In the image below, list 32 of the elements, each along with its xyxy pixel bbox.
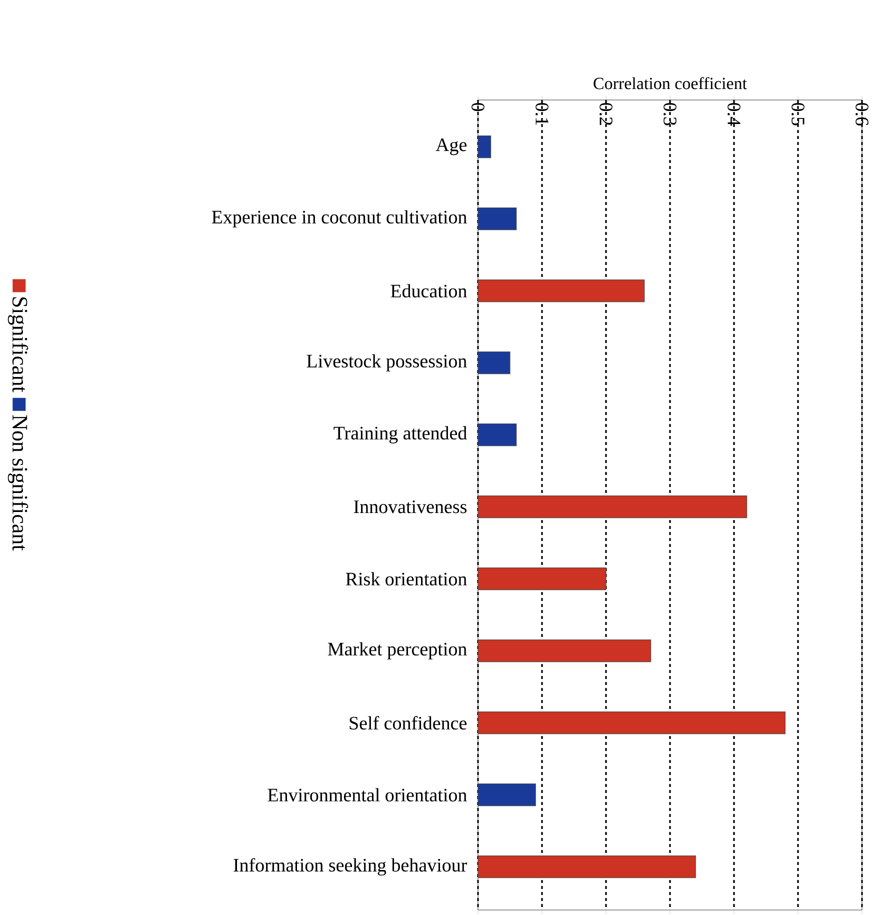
bar [478,640,652,662]
bar [478,856,696,878]
y-tick-label: Age [436,138,467,156]
x-tick-label: 0.2 [600,102,612,125]
x-tick-label: 0.1 [536,102,548,125]
y-tick-label: Information seeking behaviour [234,858,468,876]
bar [478,280,645,302]
bar [478,784,536,806]
y-tick-label: Education [390,284,467,298]
x-tick-label: 0.4 [728,102,740,126]
bar [478,424,517,446]
y-tick-label: Livestock possession [306,354,467,372]
x-axis-title: Correlation coefficient [594,77,747,90]
bar [478,136,491,158]
x-tick-label: 0.5 [792,102,804,126]
bar [478,496,748,518]
y-tick-label: Market perception [328,642,467,660]
bar [478,568,606,590]
y-tick-label: Innovativeness [354,500,467,514]
y-tick-label: Self confidence [350,716,467,730]
y-tick-label: Experience in coconut cultivation [212,210,467,228]
x-tick-label: 0.3 [664,102,676,126]
y-tick-label: Risk orientation [346,572,467,586]
bar [478,712,786,734]
y-tick-label: Environmental orientation [268,788,467,802]
bar [478,352,510,374]
bar [478,208,517,230]
x-tick-label: 0 [472,102,484,112]
legend-label: Significant [8,297,28,392]
y-tick-label: Training attended [334,426,467,444]
x-tick-label: 0.6 [856,102,868,126]
legend-label: Non significant [8,415,28,551]
